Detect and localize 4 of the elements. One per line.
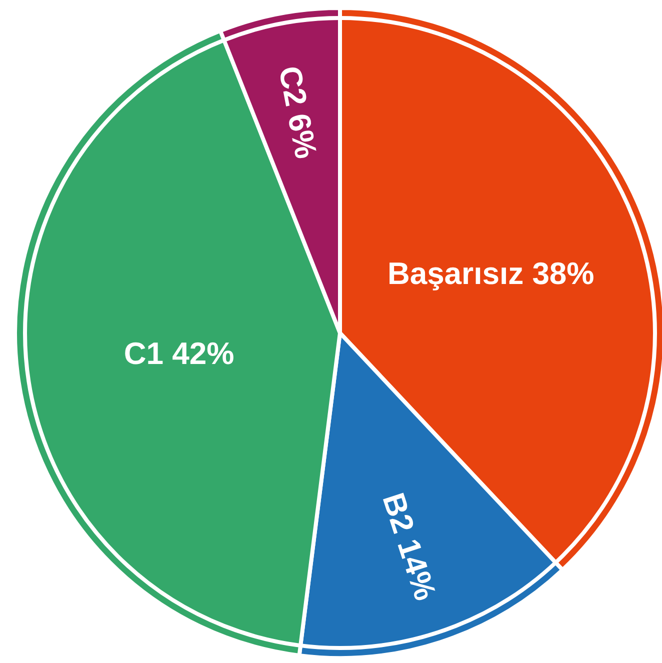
slice-label: B2 14% (376, 488, 444, 604)
slice-label: C2 6% (272, 63, 324, 162)
slice-label: Başarısız 38% (387, 256, 594, 291)
slice-label: C1 42% (124, 336, 234, 371)
